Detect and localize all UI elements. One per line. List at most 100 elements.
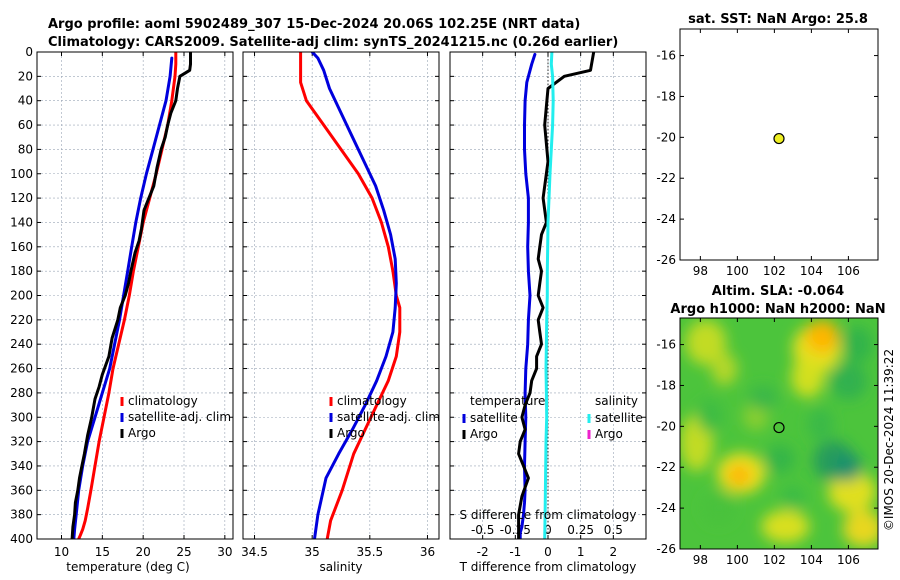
sla-anomaly-patch bbox=[748, 385, 779, 410]
sst-map-axes: 98 100 102 104 106 -16 -18 -20 -22 -24 -26 bbox=[656, 28, 879, 278]
series-group bbox=[70, 52, 192, 539]
temperature-axes: 10 15 20 25 30020406080100120140160180200220… bbox=[10, 45, 234, 559]
y-tick-label: 180 bbox=[10, 264, 33, 278]
x-tick-label: -1 bbox=[509, 545, 521, 559]
top-x-tick-label: 0 bbox=[544, 523, 552, 537]
y-tick-label: -22 bbox=[656, 171, 676, 185]
y-tick-label: -26 bbox=[656, 253, 676, 267]
legend-label: satellite bbox=[595, 411, 643, 425]
salinity-axes: 34.5 35 35.5 36 climatology satellite-adj. cl… bbox=[241, 51, 440, 559]
y-tick-label: 240 bbox=[10, 337, 33, 351]
sla-anomaly-patch bbox=[842, 510, 878, 547]
legend-label: satellite bbox=[470, 411, 518, 425]
sla-anomaly-patch bbox=[765, 444, 795, 474]
axes-frame bbox=[679, 317, 879, 550]
x-tick-label: 98 bbox=[693, 553, 708, 567]
sla-anomaly-patch bbox=[781, 485, 804, 511]
y-tick-label: 360 bbox=[10, 483, 33, 497]
x-tick-label: 34.5 bbox=[241, 545, 268, 559]
y-tick-label: -20 bbox=[656, 130, 676, 144]
y-tick-label: 280 bbox=[10, 386, 33, 400]
legend-label: Argo bbox=[595, 427, 623, 441]
x-tick-label: 104 bbox=[800, 264, 823, 278]
y-tick-label: -18 bbox=[656, 89, 676, 103]
legend-label: climatology bbox=[128, 394, 198, 408]
x-tick-label: 104 bbox=[800, 553, 823, 567]
y-tick-label: 300 bbox=[10, 410, 33, 424]
axes-frame bbox=[679, 28, 879, 261]
x-tick-label: 20 bbox=[136, 545, 151, 559]
sla-anomaly-patch bbox=[829, 362, 867, 400]
y-tick-label: 120 bbox=[10, 191, 33, 205]
axes-frame bbox=[36, 51, 234, 540]
sst-map-title: sat. SST: NaN Argo: 25.8 bbox=[688, 12, 868, 27]
figure-title-line2: Climatology: CARS2009. Satellite-adj cli… bbox=[48, 35, 618, 50]
sla-anomaly-patch bbox=[842, 326, 873, 363]
x-tick-label: 102 bbox=[763, 264, 786, 278]
y-tick-label: -16 bbox=[656, 49, 676, 63]
temp-xlabel: temperature (deg C) bbox=[66, 560, 189, 574]
legend-label: Argo bbox=[470, 427, 498, 441]
y-tick-label: 60 bbox=[18, 118, 33, 132]
sla-map-title-line1: Altim. SLA: -0.064 bbox=[712, 284, 844, 299]
x-tick-label: 35 bbox=[305, 545, 320, 559]
sla-anomaly-patch bbox=[711, 352, 738, 386]
x-tick-label: 36 bbox=[420, 545, 435, 559]
y-tick-label: 200 bbox=[10, 289, 33, 303]
series-line-climatology bbox=[299, 52, 402, 539]
sla-anomaly-patch bbox=[835, 452, 862, 482]
sla-map-axes: 98 100 102 104 106 -16 -18 -20 -22 -24 -26 bbox=[656, 317, 879, 567]
sla-blobs bbox=[680, 320, 878, 547]
series-line-satellite-adj-clim bbox=[310, 52, 398, 539]
sal-xlabel: salinity bbox=[319, 560, 362, 574]
legend-label: satellite-adj. clim bbox=[337, 410, 440, 424]
series-line-t-argo bbox=[517, 52, 596, 539]
x-tick-label: 98 bbox=[693, 264, 708, 278]
sla-anomaly-patch bbox=[685, 320, 727, 366]
x-tick-label: 106 bbox=[837, 264, 860, 278]
axes-frame bbox=[242, 51, 440, 540]
series-line-argo bbox=[70, 52, 192, 539]
sla-anomaly-patch bbox=[807, 407, 834, 441]
sla-anomaly-patch bbox=[828, 471, 877, 513]
legend-label: Argo bbox=[128, 426, 156, 440]
argo-location-marker bbox=[773, 421, 785, 434]
x-tick-label: 35.5 bbox=[356, 545, 383, 559]
legend-label: climatology bbox=[337, 394, 407, 408]
y-tick-label: -18 bbox=[656, 378, 676, 392]
x-tick-label: 0 bbox=[544, 545, 552, 559]
x-tick-label: 30 bbox=[217, 545, 232, 559]
y-tick-label: -24 bbox=[656, 212, 676, 226]
y-tick-label: 80 bbox=[18, 142, 33, 156]
x-tick-label: 15 bbox=[95, 545, 110, 559]
y-tick-label: 100 bbox=[10, 167, 33, 181]
y-tick-label: -26 bbox=[656, 542, 676, 556]
y-tick-label: 340 bbox=[10, 459, 33, 473]
figure-title-line1: Argo profile: aoml 5902489_307 15-Dec-20… bbox=[48, 17, 580, 32]
y-tick-label: 0 bbox=[25, 45, 33, 59]
y-tick-label: 320 bbox=[10, 435, 33, 449]
top-x-tick-label: 0.25 bbox=[567, 523, 594, 537]
sla-anomaly-patch bbox=[761, 510, 810, 543]
top-x-tick-label: 0.5 bbox=[604, 523, 623, 537]
sla-field bbox=[680, 318, 878, 549]
series-line-s-satellite bbox=[543, 52, 555, 539]
sdiff-xlabel-top: S difference from climatology bbox=[460, 508, 637, 522]
series-group bbox=[517, 52, 596, 539]
legend-title-salinity: salinity bbox=[595, 394, 638, 408]
x-tick-label: 25 bbox=[176, 545, 191, 559]
y-tick-label: -24 bbox=[656, 501, 676, 515]
sla-anomaly-patch bbox=[791, 356, 825, 398]
imos-timestamp: ©IMOS 20-Dec-2024 11:39:22 bbox=[882, 349, 896, 531]
x-tick-label: -2 bbox=[477, 545, 489, 559]
legend-label: satellite-adj. clim bbox=[128, 410, 231, 424]
x-tick-label: 102 bbox=[763, 553, 786, 567]
difference-axes: -2 -1 0 1 2 -0.5 -0.25 0 0.25 0.5 temperature salin… bbox=[449, 51, 647, 559]
y-tick-label: -20 bbox=[656, 419, 676, 433]
sla-anomaly-patch bbox=[702, 491, 736, 525]
argo-location-marker bbox=[773, 132, 785, 145]
legend-title-temperature: temperature bbox=[470, 394, 545, 408]
y-tick-label: 260 bbox=[10, 362, 33, 376]
y-tick-label: 40 bbox=[18, 94, 33, 108]
